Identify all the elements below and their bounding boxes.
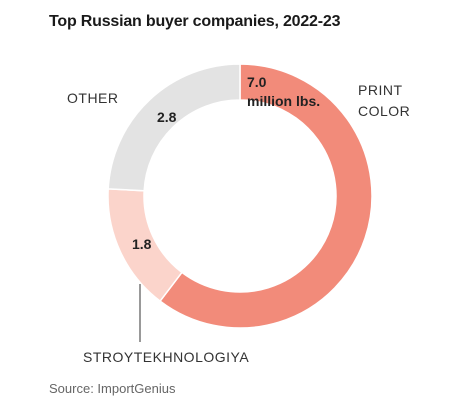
value-label-stroytekhnologiya: 1.8	[132, 236, 152, 252]
donut-slice-print-color	[159, 63, 373, 329]
chart-title: Top Russian buyer companies, 2022-23	[49, 13, 341, 30]
category-label-print-color-line2: COLOR	[358, 103, 410, 119]
value-label-unit: million lbs.	[247, 93, 320, 109]
donut-slices	[107, 63, 373, 329]
value-label-other: 2.8	[157, 109, 177, 125]
category-label-other: OTHER	[67, 90, 119, 106]
donut-slice-other	[107, 63, 241, 192]
category-label-stroytekhnologiya: STROYTEKHNOLOGIYA	[83, 349, 249, 365]
value-label-print-color-number: 7.0	[247, 74, 267, 90]
value-label-print-color: 7.0	[247, 74, 267, 90]
value-label-unit-text: million lbs.	[247, 93, 320, 109]
chart-source: Source: ImportGenius	[49, 381, 176, 396]
category-label-print-color-line1: PRINT	[358, 82, 403, 98]
